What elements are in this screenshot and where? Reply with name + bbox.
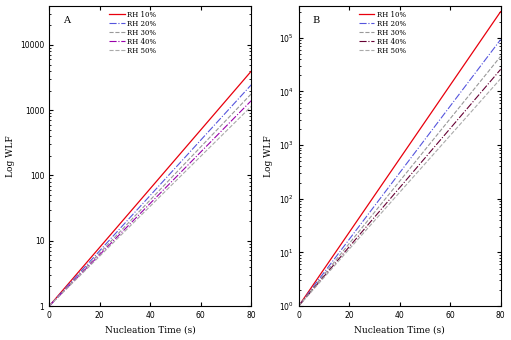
RH 20% xyxy=(295,304,301,308)
RH 40% xyxy=(248,99,254,103)
RH 10% xyxy=(416,129,422,133)
RH 50% xyxy=(248,104,254,108)
RH 50% xyxy=(143,208,149,212)
RH 40% xyxy=(498,67,504,71)
RH 10% xyxy=(248,69,254,73)
RH 10% xyxy=(155,177,161,181)
RH 10% xyxy=(46,304,52,308)
RH 40% xyxy=(167,182,173,186)
Line: RH 40%: RH 40% xyxy=(49,101,251,306)
RH 40% xyxy=(212,136,218,140)
Y-axis label: Log WLF: Log WLF xyxy=(6,135,14,177)
RH 20% xyxy=(167,172,173,176)
RH 40% xyxy=(46,304,52,308)
RH 30% xyxy=(46,304,52,308)
Line: RH 30%: RH 30% xyxy=(49,94,251,306)
RH 20% xyxy=(155,184,161,188)
RH 40% xyxy=(393,190,399,194)
RH 10% xyxy=(243,75,249,79)
RH 10% xyxy=(393,163,399,167)
Line: RH 50%: RH 50% xyxy=(298,79,501,306)
RH 50% xyxy=(416,169,422,173)
RH 20% xyxy=(212,123,218,127)
Line: RH 10%: RH 10% xyxy=(298,12,501,306)
RH 20% xyxy=(143,198,149,202)
RH 40% xyxy=(143,205,149,209)
RH 50% xyxy=(405,181,411,185)
RH 50% xyxy=(243,109,249,113)
RH 30% xyxy=(461,99,467,103)
RH 40% xyxy=(391,191,398,196)
Legend: RH 10%, RH 20%, RH 30%, RH 40%, RH 50%: RH 10%, RH 20%, RH 30%, RH 40%, RH 50% xyxy=(109,11,156,55)
RH 40% xyxy=(405,176,411,180)
RH 20% xyxy=(243,88,249,92)
RH 20% xyxy=(393,176,399,180)
RH 30% xyxy=(248,92,254,96)
RH 40% xyxy=(493,73,499,77)
RH 20% xyxy=(142,199,148,203)
RH 30% xyxy=(155,189,161,193)
RH 40% xyxy=(295,304,301,308)
Line: RH 20%: RH 20% xyxy=(49,85,251,306)
Y-axis label: Log WLF: Log WLF xyxy=(264,135,273,177)
RH 10% xyxy=(143,191,149,195)
RH 10% xyxy=(405,145,411,149)
RH 30% xyxy=(416,155,422,159)
RH 50% xyxy=(167,185,173,189)
RH 30% xyxy=(142,203,148,207)
RH 50% xyxy=(391,196,398,200)
RH 20% xyxy=(248,83,254,87)
Text: A: A xyxy=(63,16,71,25)
RH 20% xyxy=(416,146,422,150)
RH 50% xyxy=(212,140,218,144)
RH 10% xyxy=(295,304,301,308)
Line: RH 30%: RH 30% xyxy=(298,56,501,306)
Legend: RH 10%, RH 20%, RH 30%, RH 40%, RH 50%: RH 10%, RH 20%, RH 30%, RH 40%, RH 50% xyxy=(359,11,406,55)
RH 20% xyxy=(391,177,398,182)
RH 50% xyxy=(46,304,52,308)
RH 40% xyxy=(155,193,161,197)
RH 30% xyxy=(295,304,301,308)
RH 20% xyxy=(405,160,411,164)
RH 10% xyxy=(493,17,499,21)
RH 40% xyxy=(243,104,249,108)
RH 20% xyxy=(46,304,52,308)
RH 20% xyxy=(498,37,504,41)
RH 30% xyxy=(393,184,399,188)
RH 10% xyxy=(461,63,467,67)
RH 50% xyxy=(493,82,499,86)
RH 10% xyxy=(212,112,218,116)
RH 30% xyxy=(405,169,411,173)
RH 30% xyxy=(243,97,249,101)
Line: RH 20%: RH 20% xyxy=(298,39,501,306)
RH 50% xyxy=(498,76,504,81)
RH 30% xyxy=(167,178,173,182)
RH 20% xyxy=(461,86,467,90)
RH 30% xyxy=(391,185,398,189)
Text: B: B xyxy=(313,16,320,25)
Line: RH 10%: RH 10% xyxy=(49,71,251,306)
RH 10% xyxy=(142,192,148,197)
RH 30% xyxy=(498,54,504,58)
RH 10% xyxy=(498,10,504,14)
RH 20% xyxy=(493,44,499,48)
RH 30% xyxy=(143,202,149,206)
X-axis label: Nucleation Time (s): Nucleation Time (s) xyxy=(105,325,196,335)
RH 50% xyxy=(142,209,148,213)
RH 10% xyxy=(167,164,173,168)
RH 40% xyxy=(142,206,148,210)
RH 50% xyxy=(155,196,161,200)
RH 40% xyxy=(461,110,467,114)
RH 50% xyxy=(461,118,467,122)
RH 50% xyxy=(295,304,301,308)
RH 50% xyxy=(393,194,399,199)
X-axis label: Nucleation Time (s): Nucleation Time (s) xyxy=(354,325,445,335)
Line: RH 50%: RH 50% xyxy=(49,106,251,306)
RH 30% xyxy=(493,60,499,64)
RH 10% xyxy=(391,164,398,168)
Line: RH 40%: RH 40% xyxy=(298,69,501,306)
RH 30% xyxy=(212,130,218,134)
RH 40% xyxy=(416,163,422,167)
